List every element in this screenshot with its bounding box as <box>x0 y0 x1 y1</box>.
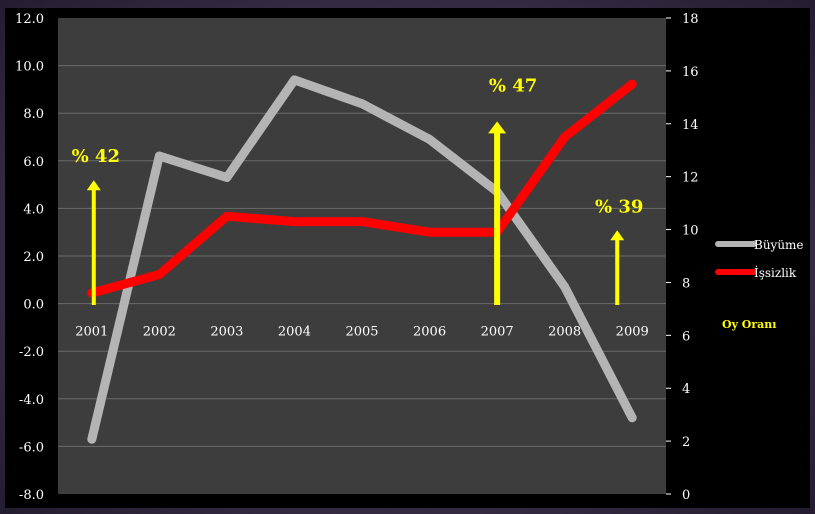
grid-lines <box>58 65 666 447</box>
vote-arrow-label: % 39 <box>595 196 643 217</box>
left-tick-label: -4.0 <box>19 393 44 408</box>
left-tick-label: 4.0 <box>23 202 44 217</box>
right-tick-label: 16 <box>682 65 699 80</box>
vote-arrow-head <box>86 180 101 191</box>
x-axis-labels: 2001 2002 2003 2004 2005 2006 2007 2008 2009 <box>75 325 649 340</box>
x-tick-label: 2006 <box>413 325 446 340</box>
right-tick-label: 6 <box>682 329 690 344</box>
left-tick-label: -6.0 <box>19 440 44 455</box>
series-line-issizlik <box>87 79 637 298</box>
x-tick-label: 2008 <box>548 325 581 340</box>
x-tick-label: 2002 <box>143 325 176 340</box>
x-tick-label: 2004 <box>278 325 311 340</box>
legend-label: Büyüme <box>754 238 804 252</box>
left-tick-label: 2.0 <box>23 250 44 265</box>
x-tick-label: 2005 <box>345 325 378 340</box>
vote-arrows: % 42 % 47 % 39 <box>72 75 643 305</box>
x-tick-label: 2001 <box>75 325 108 340</box>
vote-arrow-label: % 42 <box>72 146 120 167</box>
right-tick-label: 12 <box>682 171 699 186</box>
x-tick-label: 2007 <box>481 325 514 340</box>
series-line-buyume <box>87 75 637 444</box>
left-tick-label: -8.0 <box>19 488 44 503</box>
left-tick-label: -2.0 <box>19 345 44 360</box>
right-tick-label: 2 <box>682 435 690 450</box>
left-tick-label: 0.0 <box>23 298 44 313</box>
left-tick-label: 12.0 <box>15 12 44 27</box>
left-tick-label: 6.0 <box>23 155 44 170</box>
left-tick-label: 8.0 <box>23 107 44 122</box>
vote-arrow-head <box>488 121 507 134</box>
right-tick-label: 4 <box>682 382 690 397</box>
right-tick-label: 10 <box>682 224 699 239</box>
left-tick-label: 10.0 <box>15 60 44 75</box>
vote-arrow-head <box>610 230 625 241</box>
left-axis: -8.0 -6.0 -4.0 -2.0 0.0 2.0 4.0 6.0 8.0 10.0 12.0 <box>15 12 44 503</box>
right-axis: 0 2 4 6 8 10 12 14 16 18 <box>666 12 699 503</box>
right-tick-label: 14 <box>682 118 699 133</box>
legend: Büyüme İşsizlik Oy Oranı <box>715 238 804 331</box>
vote-arrow-label: % 47 <box>489 75 537 96</box>
right-tick-label: 18 <box>682 12 699 27</box>
x-tick-label: 2009 <box>616 325 649 340</box>
series <box>87 75 637 444</box>
legend-label: İşsizlik <box>754 265 797 280</box>
x-tick-label: 2003 <box>210 325 243 340</box>
right-tick-label: 0 <box>682 488 690 503</box>
right-tick-label: 8 <box>682 276 690 291</box>
vote-legend-label: Oy Oranı <box>722 318 776 331</box>
